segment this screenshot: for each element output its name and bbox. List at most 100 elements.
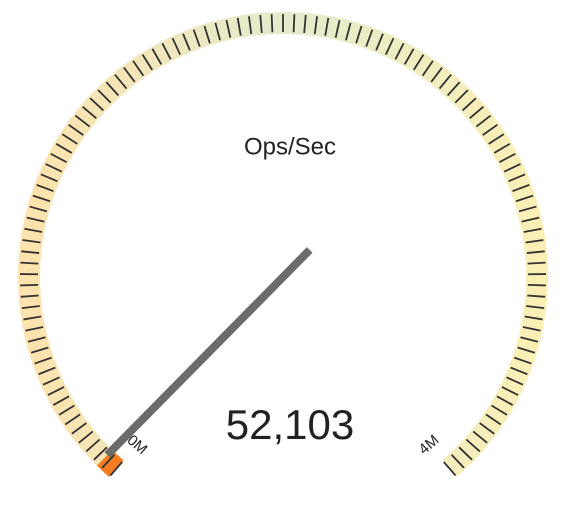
band-tick — [93, 446, 108, 461]
band-tick — [151, 48, 163, 65]
band-tick — [491, 404, 508, 416]
band-tick — [524, 315, 543, 321]
band-tick — [303, 14, 307, 33]
band-tick — [521, 216, 540, 223]
band-tick — [292, 14, 296, 33]
band-tick — [485, 413, 502, 426]
band-tick — [42, 376, 60, 386]
band-tick — [345, 22, 352, 41]
band-tick — [394, 42, 405, 60]
needle — [104, 247, 313, 458]
band-tick — [161, 42, 172, 60]
band-tick — [403, 48, 415, 65]
band-tick — [82, 106, 97, 120]
band-tick — [438, 74, 452, 90]
band-tick — [518, 205, 537, 213]
band-tick — [334, 19, 341, 38]
band-tick — [30, 346, 49, 354]
band-tick — [27, 336, 46, 343]
band-tick — [520, 336, 539, 343]
band-tick — [355, 25, 363, 44]
band-tick — [40, 173, 58, 183]
band-tick — [248, 16, 253, 35]
band-tick — [527, 294, 546, 298]
band-tick — [522, 326, 541, 332]
band-tick — [526, 305, 545, 310]
band-tick — [45, 163, 63, 173]
band-tick — [25, 326, 44, 332]
band-tick — [78, 430, 94, 444]
band-tick — [517, 346, 536, 354]
band-tick — [20, 283, 39, 287]
band-tick — [85, 438, 101, 453]
band-tick — [23, 315, 42, 321]
band-tick — [501, 386, 519, 396]
band-tick — [499, 152, 516, 163]
band-tick — [61, 133, 78, 145]
band-tick — [101, 454, 116, 469]
band-tick — [324, 17, 330, 36]
band-tick — [496, 395, 514, 406]
band-tick — [36, 184, 54, 193]
band-tick — [313, 16, 318, 35]
band-tick — [141, 54, 153, 71]
band-tick — [34, 356, 52, 365]
band-tick — [482, 123, 498, 136]
band-tick — [421, 60, 434, 77]
band-tick — [89, 97, 104, 112]
band-tick — [523, 227, 542, 233]
band-tick — [105, 81, 120, 97]
band-tick — [503, 163, 521, 173]
band-tick — [365, 29, 374, 47]
band-tick — [515, 194, 534, 203]
axis-label: 4M — [416, 432, 443, 459]
band-tick — [32, 194, 51, 203]
band-tick — [114, 74, 128, 90]
band-tick — [465, 438, 481, 453]
band-tick — [47, 386, 65, 396]
band-tick — [270, 14, 274, 33]
band-tick — [68, 123, 84, 136]
value-label: 52,103 — [226, 401, 354, 448]
band-tick — [443, 461, 457, 477]
band-tick — [506, 376, 524, 386]
band-tick — [52, 395, 70, 406]
band-tick — [458, 446, 473, 461]
band-tick — [413, 54, 425, 71]
band-tick — [225, 19, 232, 38]
band-tick — [21, 305, 40, 310]
band-tick — [171, 37, 181, 56]
band-tick — [192, 29, 201, 47]
band-tick — [29, 205, 48, 213]
band-tick — [479, 422, 495, 435]
band-tick — [20, 261, 39, 265]
band-tick — [58, 404, 75, 416]
band-tick — [26, 216, 45, 223]
band-tick — [527, 283, 546, 287]
band-tick — [109, 461, 123, 477]
band-tick — [24, 227, 43, 233]
band-tick — [488, 133, 505, 145]
band-tick — [462, 97, 477, 112]
band-tick — [526, 250, 545, 254]
chart-title: Ops/Sec — [244, 133, 336, 160]
band-tick — [525, 239, 544, 244]
band-tick — [454, 89, 469, 104]
band-tick — [493, 143, 511, 154]
band-tick — [236, 17, 242, 36]
band-tick — [74, 114, 91, 128]
band-tick — [385, 37, 395, 56]
band-tick — [375, 33, 384, 51]
band-tick — [214, 22, 221, 41]
band-tick — [514, 356, 532, 365]
band-tick — [203, 25, 211, 44]
band-tick — [450, 454, 465, 469]
band-tick — [132, 60, 145, 77]
band-tick — [182, 33, 191, 51]
band-tick — [446, 81, 461, 97]
band-tick — [510, 366, 528, 376]
band-tick — [71, 422, 87, 435]
band-tick — [64, 413, 81, 426]
band-tick — [259, 14, 263, 33]
